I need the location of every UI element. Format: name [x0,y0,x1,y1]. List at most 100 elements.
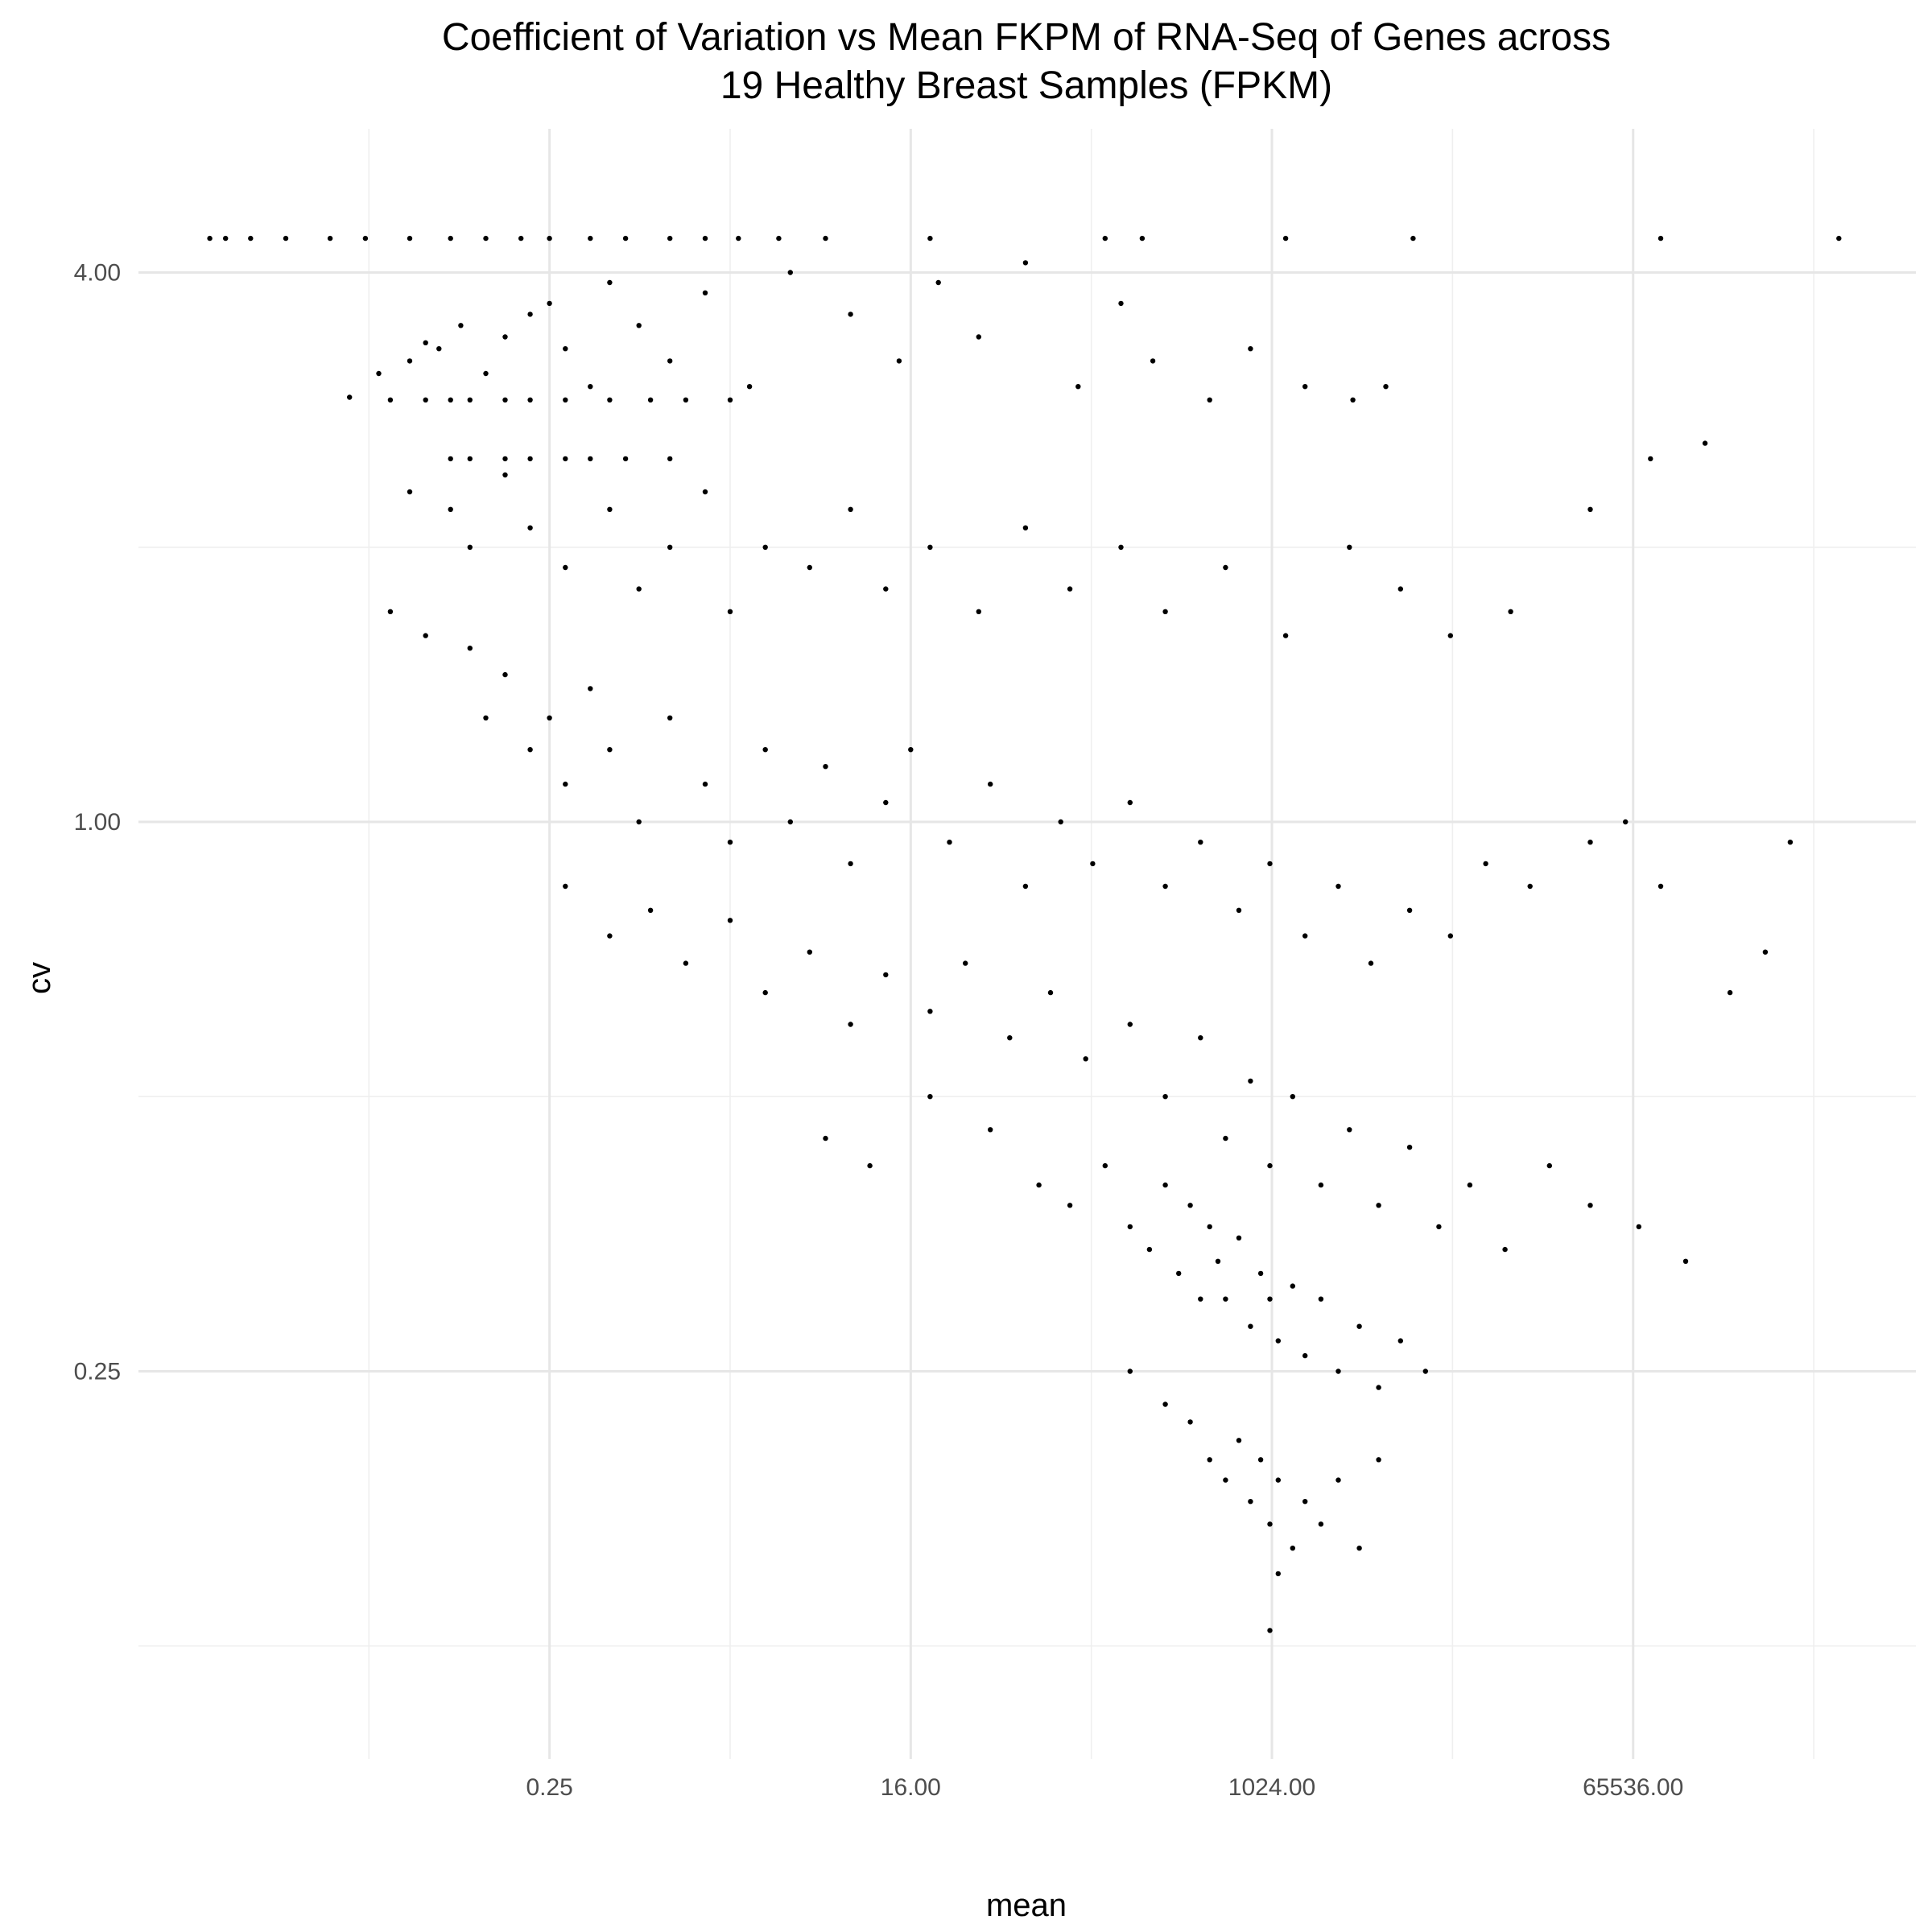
data-point [1447,633,1454,638]
data-point [736,235,741,242]
data-point [502,397,508,402]
data-point [1727,989,1733,996]
data-point [1335,1368,1341,1374]
data-point [883,586,889,592]
data-point [1248,1078,1253,1084]
data-point [1118,544,1124,550]
data-point [927,1009,933,1014]
data-point [908,747,914,753]
data-point [1376,1385,1381,1390]
data-point [1198,1035,1203,1041]
data-point [467,397,473,402]
data-point [1368,960,1374,966]
data-point [1347,1127,1352,1133]
data-point [1187,1419,1193,1425]
data-point [436,346,442,352]
data-point [1356,1546,1362,1551]
data-point [848,861,853,867]
x-tick-label: 65536.00 [1583,1774,1683,1801]
data-point [1236,1235,1242,1241]
data-point [1657,235,1664,242]
data-point [347,394,353,400]
data-point [1267,1162,1273,1169]
y-axis-title: cv [22,962,57,994]
data-point [848,506,853,512]
data-point [823,235,828,242]
data-point [807,949,812,955]
data-point [702,290,708,295]
data-point [667,715,673,720]
data-point [1376,1457,1381,1463]
data-point [1083,1056,1088,1062]
data-point [848,312,853,317]
data-point [1102,235,1108,242]
data-point [423,340,428,345]
data-point [1318,1182,1324,1188]
data-point [607,506,613,512]
data-point [1318,1521,1324,1527]
data-point [636,586,642,592]
data-point [502,456,508,462]
data-point [362,235,369,242]
data-point [1648,456,1653,462]
data-point [1257,1270,1264,1277]
data-point [1397,1338,1404,1344]
data-point [1090,861,1096,867]
data-point [1022,260,1029,266]
data-point [1290,1283,1296,1289]
data-point [867,1162,873,1169]
data-point [883,799,889,806]
data-point [647,907,654,914]
x-tick-label: 16.00 [881,1774,941,1801]
data-point [1139,235,1146,242]
data-point [762,544,768,550]
data-point [563,564,568,571]
data-point [248,235,254,242]
data-point [1302,1499,1308,1505]
data-point [1587,506,1593,512]
data-point [1007,1035,1013,1041]
data-point [1236,1438,1242,1443]
data-point [527,397,533,402]
data-point [776,235,782,242]
data-point [387,397,394,402]
data-point [563,346,568,352]
data-point [1410,235,1416,242]
data-point [667,235,673,242]
data-point [607,397,613,402]
data-point [483,715,489,720]
x-tick-label: 1024.00 [1228,1774,1315,1801]
data-point [1762,949,1769,955]
data-point [935,279,941,286]
data-point [518,235,524,242]
data-point [423,633,428,638]
grid [138,129,1916,1759]
data-point [502,472,508,478]
data-point [667,544,673,550]
data-point [407,358,413,364]
data-point [527,312,533,317]
data-point [727,397,733,402]
data-point [988,781,993,787]
data-point [563,397,568,402]
data-point [787,270,793,275]
data-point [1067,1203,1073,1208]
chart-title-line-2: 19 Healthy Breast Samples (FPKM) [720,64,1332,107]
data-point [1267,861,1273,867]
data-point [588,686,593,691]
data-point [376,370,382,377]
x-axis-title: mean [986,1888,1067,1923]
data-point [467,646,473,651]
data-point [622,235,629,242]
data-point [683,960,689,966]
data-point [1162,1094,1168,1100]
data-point [448,235,453,242]
data-point [1682,1258,1689,1265]
data-point [1198,1296,1203,1302]
data-point [848,1022,853,1027]
data-point [727,918,733,923]
data-point [823,764,828,770]
data-point [927,1094,933,1100]
data-point [702,489,708,495]
